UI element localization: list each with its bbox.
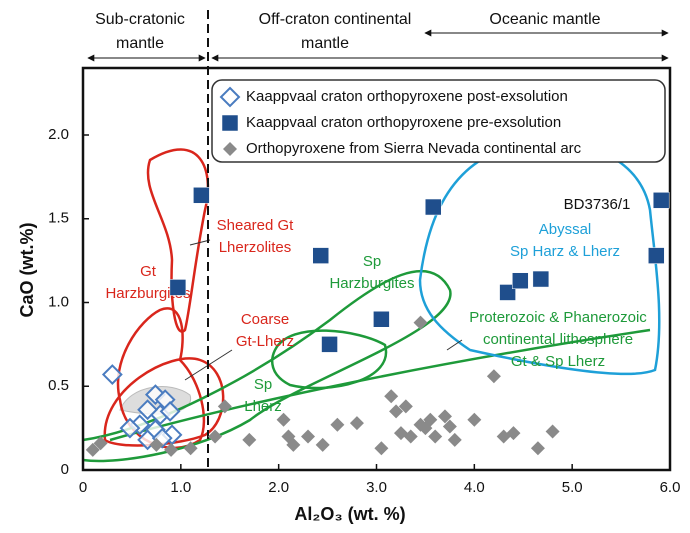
y-tick-label: 1.0 bbox=[48, 293, 69, 310]
field-outline bbox=[109, 328, 651, 442]
marker bbox=[193, 187, 210, 204]
marker bbox=[373, 311, 390, 328]
legend-label: Kaappvaal craton orthopyroxene pre-exsol… bbox=[246, 114, 561, 131]
marker bbox=[389, 404, 404, 419]
x-tick-label: 0 bbox=[79, 479, 87, 496]
marker bbox=[467, 412, 482, 427]
marker bbox=[321, 336, 338, 353]
marker bbox=[159, 400, 181, 422]
y-tick-label: 0.5 bbox=[48, 377, 69, 394]
marker bbox=[428, 429, 443, 444]
marker bbox=[330, 417, 345, 432]
field-label: continental lithosphere bbox=[483, 331, 633, 348]
marker bbox=[286, 437, 301, 452]
marker bbox=[413, 315, 428, 330]
marker bbox=[169, 279, 187, 296]
field-label: Abyssal bbox=[539, 221, 592, 238]
field-outline bbox=[82, 269, 452, 463]
x-axis-title: Al₂O₃ (wt. %) bbox=[294, 504, 405, 524]
marker bbox=[424, 198, 442, 216]
field-label: Lherz bbox=[244, 398, 282, 415]
marker bbox=[652, 192, 670, 209]
marker bbox=[506, 426, 521, 441]
field-label: Harzburgites bbox=[105, 285, 190, 302]
marker bbox=[164, 442, 179, 457]
field-label: Sp bbox=[363, 253, 381, 270]
x-tick-label: 6.0 bbox=[660, 479, 681, 496]
field-label: Gt & Sp Lherz bbox=[511, 353, 605, 370]
legend-marker bbox=[223, 142, 237, 156]
x-tick-label: 2.0 bbox=[268, 479, 289, 496]
marker bbox=[312, 247, 329, 264]
field-label: Gt-Lherz bbox=[236, 333, 294, 350]
marker bbox=[423, 412, 438, 427]
legend-label: Orthopyroxene from Sierra Nevada contine… bbox=[246, 140, 582, 157]
marker bbox=[93, 436, 108, 451]
field-outline bbox=[271, 329, 388, 390]
marker bbox=[119, 417, 141, 439]
y-axis-title: CaO (wt.%) bbox=[17, 222, 37, 317]
marker bbox=[349, 416, 364, 431]
marker bbox=[530, 441, 545, 456]
marker bbox=[447, 432, 462, 447]
leader-line bbox=[446, 339, 463, 351]
marker bbox=[532, 270, 550, 288]
marker bbox=[217, 399, 232, 414]
field-label: BD3736/1 bbox=[564, 196, 631, 213]
region-header: mantle bbox=[301, 35, 349, 52]
marker bbox=[648, 247, 665, 264]
region-header: Sub-cratonic bbox=[95, 11, 185, 28]
marker bbox=[384, 389, 399, 404]
field-label: Sp Harz & Lherz bbox=[510, 243, 620, 260]
marker bbox=[486, 369, 501, 384]
marker bbox=[315, 437, 330, 452]
marker bbox=[512, 272, 529, 289]
marker bbox=[242, 432, 257, 447]
marker bbox=[499, 284, 516, 301]
marker bbox=[208, 429, 223, 444]
field-label: Lherzolites bbox=[219, 239, 292, 256]
marker bbox=[137, 399, 158, 421]
x-tick-label: 1.0 bbox=[170, 479, 191, 496]
marker bbox=[403, 429, 418, 444]
marker bbox=[398, 399, 413, 414]
field-label: Proterozoic & Phanerozoic bbox=[469, 309, 647, 326]
y-tick-label: 1.5 bbox=[48, 210, 69, 227]
y-tick-label: 2.0 bbox=[48, 126, 69, 143]
marker bbox=[85, 442, 100, 457]
marker bbox=[101, 364, 123, 385]
marker bbox=[442, 419, 457, 434]
legend-marker bbox=[219, 86, 241, 108]
marker bbox=[149, 437, 164, 452]
region-header: Off-craton continental bbox=[259, 11, 412, 28]
x-tick-label: 4.0 bbox=[464, 479, 485, 496]
legend-marker bbox=[221, 114, 239, 132]
y-tick-label: 0 bbox=[61, 461, 69, 478]
field-label: Harzburgites bbox=[329, 275, 414, 292]
x-tick-label: 5.0 bbox=[562, 479, 583, 496]
legend-label: Kaappvaal craton orthopyroxene post-exso… bbox=[246, 88, 568, 105]
region-header: Oceanic mantle bbox=[489, 11, 600, 28]
field-outline bbox=[146, 148, 210, 333]
field-label: Sheared Gt bbox=[217, 217, 295, 234]
legend-box bbox=[211, 79, 666, 163]
marker bbox=[301, 429, 316, 444]
marker bbox=[276, 412, 291, 427]
field-label: Sp bbox=[254, 376, 272, 393]
marker bbox=[183, 441, 198, 456]
marker bbox=[545, 424, 560, 439]
leader-line bbox=[189, 239, 211, 246]
field-label: Coarse bbox=[241, 311, 289, 328]
region-header: mantle bbox=[116, 35, 164, 52]
marker bbox=[374, 441, 389, 456]
x-tick-label: 3.0 bbox=[366, 479, 387, 496]
field-label: Gt bbox=[140, 263, 157, 280]
marker bbox=[437, 409, 452, 424]
